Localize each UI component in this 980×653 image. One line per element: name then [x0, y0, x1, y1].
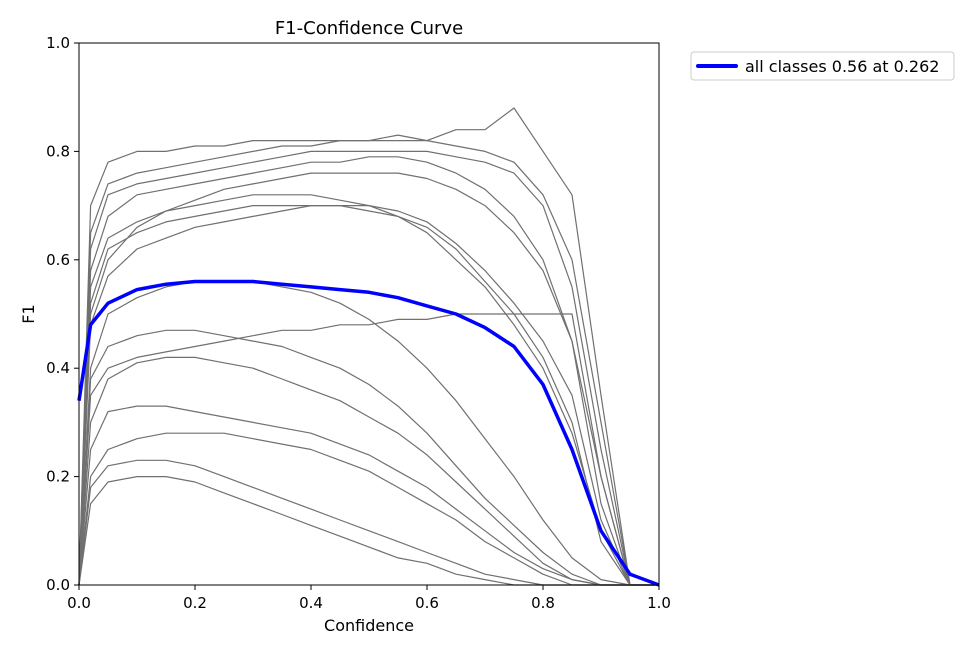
- class-line-10: [78, 405, 659, 586]
- x-axis-label: Confidence: [324, 616, 414, 635]
- class-line-4: [78, 156, 659, 586]
- class-line-9: [78, 356, 659, 586]
- class-line-6: [78, 205, 659, 586]
- class-line-5: [78, 194, 659, 586]
- class-line-15: [78, 205, 659, 586]
- y-tick-label: 1.0: [46, 34, 70, 52]
- x-tick-label: 1.0: [647, 594, 671, 612]
- y-axis-label: F1: [19, 304, 38, 323]
- legend-box: [690, 51, 955, 81]
- y-tick-label: 0.4: [46, 359, 70, 377]
- y-tick-label: 0.8: [46, 142, 70, 160]
- class-line-8: [78, 329, 659, 586]
- x-tick-label: 0.0: [67, 594, 91, 612]
- class-line-16: [78, 313, 659, 586]
- series-layer: [77, 107, 660, 587]
- legend-label: all classes 0.56 at 0.262: [745, 57, 939, 76]
- x-tick-label: 0.4: [299, 594, 323, 612]
- chart-title: F1-Confidence Curve: [275, 18, 463, 39]
- y-axis: 0.0 0.2 0.4 0.6 0.8 1.0: [46, 34, 79, 594]
- y-tick-label: 0.0: [46, 576, 70, 594]
- x-tick-label: 0.8: [531, 594, 555, 612]
- x-tick-label: 0.2: [183, 594, 207, 612]
- legend: all classes 0.56 at 0.262: [690, 51, 955, 81]
- y-tick-label: 0.2: [46, 468, 70, 486]
- plot-frame: [78, 42, 660, 586]
- class-line-3: [78, 150, 659, 586]
- class-line-11: [78, 432, 659, 586]
- all-classes-line: [77, 279, 660, 587]
- x-tick-label: 0.6: [415, 594, 439, 612]
- class-line-7: [78, 280, 659, 586]
- class-line-2: [78, 107, 659, 586]
- x-axis: 0.0 0.2 0.4 0.6 0.8 1.0: [67, 585, 671, 612]
- class-line-14: [78, 172, 659, 586]
- y-tick-label: 0.6: [46, 251, 70, 269]
